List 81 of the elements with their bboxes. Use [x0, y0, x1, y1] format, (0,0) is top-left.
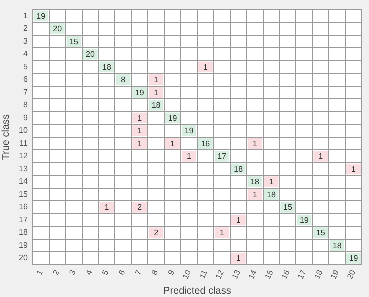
data-label: 1 [154, 88, 160, 98]
y-tick-label: 8 [23, 100, 28, 110]
data-label: 19 [168, 114, 178, 123]
data-label: 1 [138, 114, 143, 123]
y-tick-label: 9 [23, 113, 28, 122]
data-label: 2 [154, 228, 160, 238]
y-axis-title: True class [0, 114, 12, 160]
x-tick-label: 2 [51, 268, 62, 277]
x-tick-label: 20 [346, 268, 358, 281]
x-tick-label: 7 [134, 268, 144, 277]
y-tick-label: 17 [18, 215, 28, 224]
data-label: 19 [184, 126, 194, 136]
x-tick-label: 10 [181, 268, 194, 281]
data-label: 19 [349, 254, 359, 264]
x-tick-label: 11 [198, 268, 210, 280]
y-tick-label: 1 [23, 11, 28, 20]
data-label: 15 [284, 203, 293, 212]
y-tick-label: 15 [18, 190, 28, 199]
y-tick-label: 14 [18, 177, 28, 186]
data-label: 19 [300, 216, 310, 225]
data-label: 1 [138, 139, 143, 148]
data-label: 17 [218, 152, 228, 162]
data-label: 18 [250, 178, 260, 187]
x-tick-label: 18 [312, 268, 325, 281]
x-tick-label: 6 [117, 268, 128, 277]
data-label: 15 [70, 37, 80, 46]
data-label: 1 [352, 164, 357, 174]
data-label: 18 [267, 190, 276, 200]
data-label: 15 [316, 228, 326, 238]
data-label: 19 [36, 12, 46, 21]
data-label: 1 [186, 152, 192, 162]
data-label: 19 [135, 88, 145, 98]
data-label: 1 [170, 139, 176, 148]
data-label: 1 [203, 62, 208, 72]
y-tick-label: 2 [23, 24, 28, 34]
y-tick-label: 12 [18, 152, 28, 161]
x-tick-label: 17 [296, 268, 308, 281]
data-label: 1 [138, 126, 143, 136]
data-label: 1 [269, 178, 274, 187]
x-tick-label: 3 [68, 268, 78, 277]
data-label: 20 [53, 24, 63, 34]
y-tick-label: 18 [18, 228, 28, 238]
x-tick-label: 12 [214, 268, 226, 281]
data-label: 1 [318, 152, 324, 162]
data-label: 1 [154, 76, 160, 85]
x-tick-label: 16 [280, 268, 292, 281]
y-tick-label: 3 [23, 36, 28, 46]
x-tick-label: 9 [166, 268, 177, 277]
x-tick-label: 19 [329, 268, 342, 281]
y-tick-label: 5 [23, 62, 28, 72]
y-tick-label: 13 [18, 164, 28, 174]
x-tick-label: 1 [34, 268, 46, 277]
data-label: 18 [102, 62, 112, 72]
data-label: 1 [236, 254, 242, 264]
x-tick-label: 14 [246, 268, 260, 281]
x-axis-title: Predicted class [164, 286, 232, 297]
y-tick-label: 4 [23, 50, 28, 59]
x-tick-label: 13 [230, 268, 243, 281]
data-label: 1 [252, 190, 258, 200]
x-tick-label: 5 [100, 268, 111, 277]
data-label: 1 [104, 203, 110, 212]
y-tick-label: 20 [18, 254, 28, 263]
data-label: 2 [138, 203, 143, 212]
data-label: 20 [86, 50, 96, 60]
data-label: 18 [152, 101, 162, 110]
y-tick-label: 10 [18, 126, 28, 136]
data-label: 18 [332, 241, 342, 250]
data-label: 1 [252, 139, 258, 148]
y-tick-label: 7 [23, 88, 28, 97]
x-tick-label: 8 [150, 268, 160, 277]
y-tick-label: 6 [23, 75, 28, 84]
data-label: 16 [201, 139, 211, 148]
y-tick-label: 16 [18, 202, 28, 212]
data-label: 8 [121, 76, 126, 85]
data-label: 18 [234, 164, 244, 174]
data-label: 1 [220, 228, 225, 238]
x-tick-label: 4 [84, 268, 95, 277]
data-label: 1 [236, 216, 242, 225]
y-tick-label: 19 [18, 240, 28, 250]
y-tick-label: 11 [20, 138, 28, 148]
x-tick-label: 15 [263, 268, 276, 281]
